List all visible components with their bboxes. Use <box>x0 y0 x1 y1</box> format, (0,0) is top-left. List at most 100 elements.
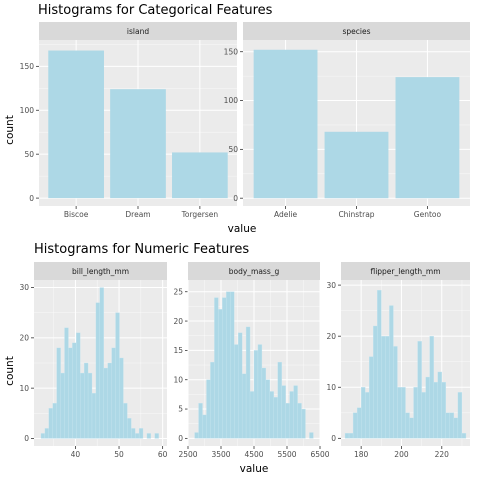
y-tick-label: 50 <box>24 150 34 159</box>
histogram-bar <box>241 373 247 439</box>
histogram-bar <box>83 362 89 439</box>
facet-strip-label: bill_length_mm <box>72 267 129 276</box>
panel-flipper-length-mm: flipper_length_mm 0 10 20 30 180 200 220 <box>326 262 470 459</box>
histogram-bar <box>261 367 267 439</box>
histogram-bar <box>461 433 467 439</box>
histogram-bar <box>352 412 358 439</box>
histogram-bar <box>214 297 219 439</box>
histogram-bar <box>421 392 426 439</box>
histogram-bar <box>289 391 294 439</box>
bar-adelie <box>253 49 318 199</box>
y-tick-label: 10 <box>326 383 336 392</box>
bar-biscoe <box>48 50 104 199</box>
y-tick-label: 0 <box>331 434 336 443</box>
facet-strip-label: species <box>342 27 370 36</box>
histogram-bar <box>429 336 434 439</box>
histogram-bar <box>202 414 207 439</box>
histogram-bar <box>393 346 398 439</box>
histogram-bar <box>277 361 282 439</box>
histogram-bar <box>95 302 100 439</box>
bar-dream <box>110 89 166 199</box>
x-tick-label: 60 <box>158 450 168 459</box>
histogram-bar <box>40 433 46 439</box>
x-tick-label: 180 <box>354 450 369 459</box>
y-tick-label: 100 <box>224 96 239 105</box>
histogram-bar <box>64 327 69 439</box>
y-tick-label: 20 <box>173 317 183 326</box>
y-tick-label: 30 <box>19 283 29 292</box>
histogram-bar <box>441 382 446 439</box>
y-tick-label: 25 <box>173 287 183 296</box>
histogram-bar <box>377 290 382 439</box>
histogram-bar <box>253 350 259 439</box>
histogram-bar <box>76 332 81 439</box>
histogram-bar <box>381 336 386 439</box>
histogram-bar <box>257 344 263 439</box>
histogram-bar <box>206 379 211 439</box>
x-tick-label: Dream <box>125 210 150 219</box>
x-tick-label: 50 <box>114 450 124 459</box>
histogram-bar <box>238 332 243 439</box>
histogram-bar <box>103 367 108 439</box>
histogram-bar <box>425 376 430 439</box>
histogram-bar <box>409 417 414 439</box>
facet-strip <box>34 262 167 280</box>
y-tick-label: 0 <box>178 434 183 443</box>
histogram-bar <box>80 372 85 439</box>
numeric-title: Histograms for Numeric Features <box>34 242 249 257</box>
histogram-bar <box>123 403 128 439</box>
histogram-bar <box>265 379 270 439</box>
facet-strip-label: body_mass_g <box>229 267 280 276</box>
histogram-bar <box>115 312 120 439</box>
y-tick-label: 10 <box>173 375 183 384</box>
y-tick-label: 0 <box>24 434 29 443</box>
x-tick-label: 3500 <box>211 450 230 459</box>
histogram-bar <box>309 432 314 439</box>
histogram-bar <box>56 347 61 439</box>
histogram-bar <box>210 361 215 439</box>
histogram-bar <box>449 412 455 439</box>
histogram-bar <box>99 287 104 439</box>
histogram-bar <box>348 433 354 439</box>
x-tick-label: Gentoo <box>414 210 442 219</box>
histogram-bar <box>365 392 370 439</box>
histogram-bar <box>356 407 362 439</box>
x-tick-label: 2500 <box>178 450 197 459</box>
histogram-bar <box>413 387 418 439</box>
histogram-bar <box>389 305 394 439</box>
numeric-y-axis-title: count <box>4 356 16 386</box>
histogram-bar <box>373 325 378 439</box>
y-tick-label: 150 <box>20 62 35 71</box>
histogram-bar <box>218 309 223 439</box>
histogram-bar <box>369 356 374 439</box>
x-tick-label: 40 <box>71 450 81 459</box>
histogram-bar <box>111 347 116 439</box>
x-tick-label: Adelie <box>274 210 298 219</box>
panel-species: species 0 50 100 150 Adelie Chinstrap Gentoo <box>224 22 470 219</box>
histogram-bar <box>119 357 124 439</box>
histogram-bar <box>44 428 49 439</box>
panel-body-mass-g: body_mass_g 0 5 10 15 20 25 2500 3500 4500 5500 650… <box>173 262 330 459</box>
y-tick-label: 10 <box>19 384 29 393</box>
histogram-bar <box>249 391 255 439</box>
histogram-bar <box>269 391 274 439</box>
histogram-bar <box>91 393 97 439</box>
categorical-title: Histograms for Categorical Features <box>38 3 273 18</box>
histogram-bar <box>453 417 459 439</box>
y-tick-label: 20 <box>19 334 29 343</box>
histogram-bar <box>52 403 57 439</box>
y-tick-label: 100 <box>20 106 35 115</box>
y-tick-label: 20 <box>326 332 336 341</box>
numeric-x-axis-title: value <box>240 463 269 475</box>
categorical-y-axis-title: count <box>4 115 16 145</box>
y-tick-label: 5 <box>178 405 183 414</box>
histogram-bar <box>273 397 278 439</box>
x-tick-label: 220 <box>435 450 450 459</box>
histogram-bar <box>361 387 366 439</box>
bar-gentoo <box>395 77 460 199</box>
histogram-bar <box>437 371 442 439</box>
categorical-x-axis-title: value <box>228 223 257 235</box>
histogram-bar <box>301 408 306 439</box>
